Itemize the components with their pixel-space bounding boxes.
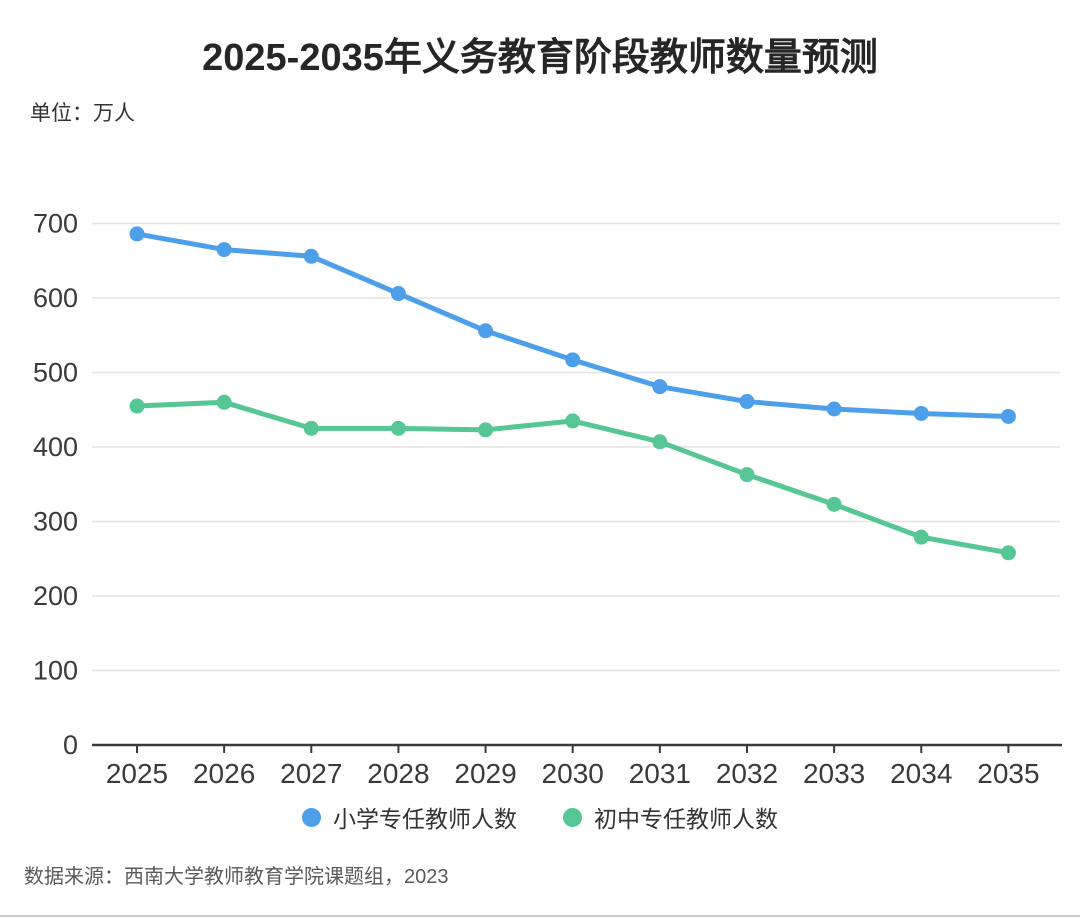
y-tick-label: 400 xyxy=(33,432,78,462)
x-tick-label: 2030 xyxy=(542,758,604,789)
data-point xyxy=(303,420,319,436)
y-tick-label: 500 xyxy=(33,358,78,388)
data-point xyxy=(216,394,232,410)
x-tick-label: 2025 xyxy=(106,758,168,789)
series-line xyxy=(134,231,1011,419)
legend-label-primary: 小学专任教师人数 xyxy=(333,806,517,832)
y-tick-label: 600 xyxy=(33,283,78,313)
data-point xyxy=(739,394,755,410)
x-tick-label: 2033 xyxy=(803,758,865,789)
data-point xyxy=(1000,545,1016,561)
data-point xyxy=(565,352,581,368)
data-point xyxy=(826,401,842,417)
data-point xyxy=(303,248,319,264)
secondary-series-dot-icon xyxy=(563,807,582,827)
x-tick-label: 2032 xyxy=(716,758,778,789)
source-note: 数据来源：西南大学教师教育学院课题组，2023 xyxy=(24,866,449,888)
data-point xyxy=(652,379,668,395)
data-point xyxy=(390,286,406,302)
primary-series-dot-icon xyxy=(302,807,321,827)
data-point xyxy=(216,242,232,258)
data-point xyxy=(478,323,494,339)
bottom-divider xyxy=(0,915,1080,917)
data-point xyxy=(565,413,581,429)
x-tick-label: 2035 xyxy=(977,758,1039,789)
data-point xyxy=(129,226,145,242)
legend-item-secondary: 初中专任教师人数 xyxy=(563,800,778,834)
x-tick-label: 2028 xyxy=(367,758,429,789)
data-point xyxy=(652,434,668,450)
x-tick-label: 2034 xyxy=(890,758,952,789)
y-tick-label: 100 xyxy=(33,656,78,686)
data-point xyxy=(826,496,842,512)
data-point xyxy=(913,405,929,421)
y-tick-label: 0 xyxy=(63,730,78,760)
x-tick-label: 2031 xyxy=(629,758,691,789)
data-point xyxy=(129,398,145,414)
x-tick-label: 2029 xyxy=(454,758,516,789)
y-tick-label: 200 xyxy=(33,581,78,611)
data-point xyxy=(1000,408,1016,424)
y-tick-label: 300 xyxy=(33,507,78,537)
legend-label-secondary: 初中专任教师人数 xyxy=(594,806,778,832)
data-point xyxy=(478,422,494,438)
legend-item-primary: 小学专任教师人数 xyxy=(302,800,517,834)
x-tick-label: 2026 xyxy=(193,758,255,789)
data-point xyxy=(390,420,406,436)
x-tick-label: 2027 xyxy=(280,758,342,789)
data-point xyxy=(913,529,929,545)
data-point xyxy=(739,467,755,483)
chart-title: 2025-2035年义务教育阶段教师数量预测 xyxy=(202,37,878,79)
y-tick-label: 700 xyxy=(33,209,78,239)
unit-label: 单位：万人 xyxy=(30,102,135,125)
chart-legend: 小学专任教师人数 初中专任教师人数 xyxy=(0,800,1080,834)
